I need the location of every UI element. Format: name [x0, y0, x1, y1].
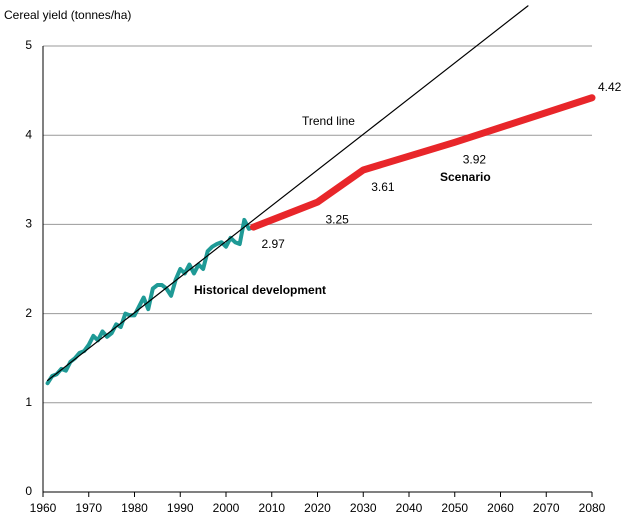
data-label: 4.42 [598, 80, 622, 94]
data-label: 3.25 [326, 212, 350, 226]
x-tick-label: 2080 [579, 501, 606, 515]
y-tick-label: 5 [25, 38, 32, 52]
x-tick-label: 2040 [396, 501, 423, 515]
data-label: 2.97 [261, 237, 285, 251]
series-line [249, 94, 596, 231]
x-tick-label: 2060 [487, 501, 514, 515]
x-tick-label: 1960 [30, 501, 57, 515]
annotation: Trend line [302, 114, 355, 128]
x-tick-label: 2050 [441, 501, 468, 515]
annotation: Scenario [440, 170, 491, 184]
x-tick-label: 1980 [121, 501, 148, 515]
y-tick-label: 2 [25, 306, 32, 320]
x-tick-label: 2030 [350, 501, 377, 515]
y-tick-label: 3 [25, 217, 32, 231]
data-label: 3.92 [463, 153, 487, 167]
series-line [46, 5, 529, 382]
x-tick-label: 2000 [213, 501, 240, 515]
series-line [45, 217, 256, 386]
y-tick-label: 0 [25, 484, 32, 498]
y-axis-label: Cereal yield (tonnes/ha) [4, 8, 131, 22]
y-tick-label: 1 [25, 395, 32, 409]
data-label: 3.61 [371, 180, 395, 194]
x-tick-label: 2020 [304, 501, 331, 515]
x-tick-label: 1970 [75, 501, 102, 515]
x-tick-label: 2010 [258, 501, 285, 515]
x-tick-label: 2070 [533, 501, 560, 515]
y-tick-label: 4 [25, 127, 32, 141]
x-tick-label: 1990 [167, 501, 194, 515]
annotation: Historical development [194, 283, 326, 297]
